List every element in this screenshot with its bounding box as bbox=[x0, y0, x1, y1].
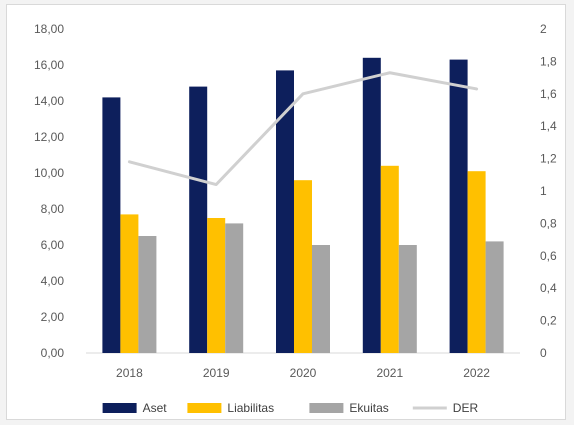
bar-aset bbox=[362, 57, 381, 354]
legend-item-ekuitas: Ekuitas bbox=[309, 401, 389, 415]
bar-aset bbox=[102, 97, 121, 354]
left-axis-tick-label: 4,00 bbox=[41, 274, 65, 288]
bar-liabilitas bbox=[467, 171, 486, 353]
bar-liabilitas bbox=[380, 165, 399, 353]
right-axis-tick-label: 0,4 bbox=[540, 281, 557, 295]
x-axis-tick-label: 2019 bbox=[203, 366, 230, 380]
bar-liabilitas bbox=[207, 218, 226, 353]
legend-label: DER bbox=[453, 401, 479, 415]
x-axis-tick-label: 2022 bbox=[463, 366, 490, 380]
bar-ekuitas bbox=[225, 223, 244, 353]
line-der bbox=[127, 71, 479, 187]
right-axis-tick-label: 1,2 bbox=[540, 152, 557, 166]
left-axis-tick-label: 12,00 bbox=[34, 130, 64, 144]
right-axis-tick-label: 2 bbox=[540, 22, 547, 36]
bar-aset bbox=[276, 70, 294, 354]
right-axis-tick-label: 1,4 bbox=[540, 119, 557, 133]
left-axis-tick-label: 2,00 bbox=[41, 310, 65, 324]
left-axis-tick-label: 6,00 bbox=[41, 238, 65, 252]
left-axis-tick-label: 14,00 bbox=[34, 94, 64, 108]
bar-liabilitas bbox=[120, 214, 139, 353]
bar-ekuitas bbox=[138, 236, 157, 353]
right-axis-tick-label: 0,8 bbox=[540, 216, 557, 230]
legend-label: Ekuitas bbox=[349, 401, 388, 415]
legend-label: Aset bbox=[143, 401, 168, 415]
right-axis-tick-label: 0,6 bbox=[540, 249, 557, 263]
bar-ekuitas bbox=[312, 245, 330, 353]
legend-label: Liabilitas bbox=[227, 401, 274, 415]
bar-liabilitas bbox=[294, 180, 312, 353]
bar-aset bbox=[449, 59, 468, 353]
legend-item-der: DER bbox=[412, 401, 479, 415]
left-axis-tick-label: 16,00 bbox=[34, 58, 64, 72]
legend-swatch bbox=[187, 403, 222, 413]
x-axis-tick-label: 2020 bbox=[290, 366, 317, 380]
axes-layer: 0,00 2,00 4,00 6,00 8,00 10,00 12,00 14,00 16,00… bbox=[34, 22, 557, 380]
x-axis-tick-label: 2018 bbox=[116, 366, 143, 380]
left-axis-tick-label: 18,00 bbox=[34, 22, 64, 36]
legend-item-aset: Aset bbox=[102, 401, 168, 415]
legend: Aset Liabilitas Ekuitas DER bbox=[102, 401, 479, 415]
bar-ekuitas bbox=[485, 241, 504, 353]
right-axis-tick-label: 1,8 bbox=[540, 54, 557, 68]
right-axis-tick-label: 0 bbox=[540, 346, 547, 360]
legend-swatch bbox=[309, 403, 344, 413]
bar-ekuitas bbox=[398, 245, 417, 353]
left-axis-tick-label: 0,00 bbox=[41, 346, 65, 360]
bars-layer bbox=[102, 57, 504, 354]
legend-swatch bbox=[102, 403, 137, 413]
left-axis-tick-label: 10,00 bbox=[34, 166, 64, 180]
right-axis-tick-label: 1,6 bbox=[540, 87, 557, 101]
legend-item-liabilitas: Liabilitas bbox=[187, 401, 274, 415]
bar-aset bbox=[189, 86, 208, 353]
line-layer bbox=[127, 71, 479, 187]
x-axis-tick-label: 2021 bbox=[376, 366, 403, 380]
left-axis-tick-label: 8,00 bbox=[41, 202, 65, 216]
right-axis-tick-label: 0,2 bbox=[540, 314, 557, 328]
right-axis-tick-label: 1 bbox=[540, 184, 547, 198]
